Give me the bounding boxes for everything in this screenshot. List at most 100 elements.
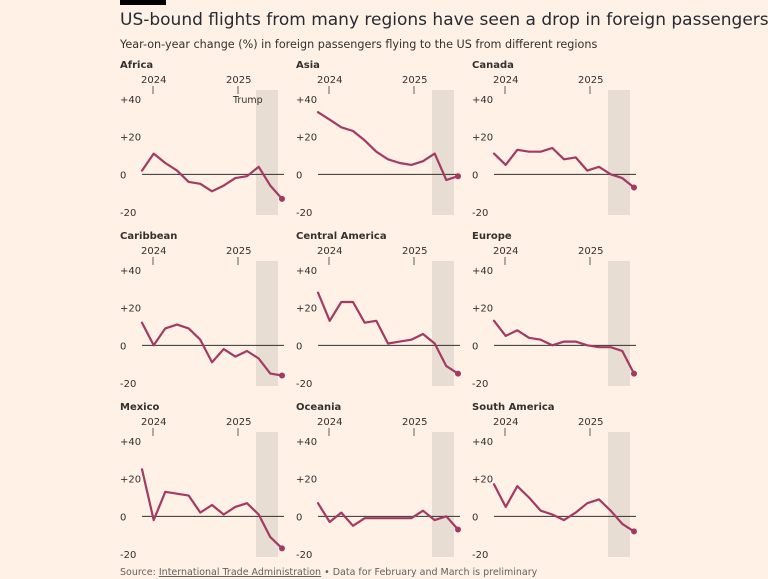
y-tick-label: 0 <box>120 512 126 523</box>
panel-oceania: Oceania 2024 2025 +40 +20 0 -20 <box>296 402 461 560</box>
y-tick-label: +20 <box>296 133 317 144</box>
y-tick-label: +20 <box>296 304 317 315</box>
last-data-point <box>631 370 637 377</box>
panel-south-america: South America 2024 2025 +40 +20 0 -20 <box>472 402 637 560</box>
x-tick-label: 2025 <box>402 246 427 257</box>
shaded-period <box>256 261 278 386</box>
x-tick-label: 2025 <box>226 417 251 428</box>
series-line <box>316 111 460 182</box>
x-tick-label: 2024 <box>141 417 166 428</box>
x-tick-label: 2025 <box>578 75 603 86</box>
y-tick-label: 0 <box>120 170 126 181</box>
preliminary-note: • Data for February and March is prelimi… <box>324 567 538 578</box>
y-tick-label: +40 <box>296 437 317 448</box>
chart-subtitle: Year-on-year change (%) in foreign passe… <box>120 38 598 51</box>
shaded-period <box>432 90 454 215</box>
x-tick-label: 2024 <box>141 75 166 86</box>
last-data-point <box>455 370 461 377</box>
y-tick-label: +40 <box>472 266 493 277</box>
last-data-point <box>455 173 461 180</box>
y-tick-label: +20 <box>120 475 141 486</box>
series-line <box>492 146 636 189</box>
source-link[interactable]: International Trade Administration <box>158 567 322 578</box>
y-tick-label: +40 <box>120 437 141 448</box>
last-data-point <box>455 526 461 533</box>
shaded-period <box>608 432 630 557</box>
shaded-period <box>608 261 630 386</box>
series-line <box>140 468 284 550</box>
panel-title: Oceania <box>296 402 341 413</box>
last-data-point <box>631 528 637 535</box>
x-tick-label: 2024 <box>493 246 518 257</box>
panel-title: Europe <box>472 231 512 242</box>
panel-europe: Europe 2024 2025 +40 +20 0 -20 <box>472 231 637 390</box>
panel-title: Central America <box>296 231 387 242</box>
y-tick-label: +40 <box>296 266 317 277</box>
shaded-period <box>256 432 278 557</box>
x-tick-label: 2024 <box>317 246 342 257</box>
last-data-point <box>279 372 285 379</box>
x-tick-label: 2025 <box>578 417 603 428</box>
y-tick-label: +20 <box>472 304 493 315</box>
shaded-period <box>608 90 630 215</box>
x-tick-label: 2024 <box>317 75 342 86</box>
y-tick-label: +20 <box>120 304 141 315</box>
series-line <box>140 152 284 200</box>
y-tick-label: +40 <box>472 437 493 448</box>
source-label: Source: <box>120 567 156 578</box>
y-tick-label: 0 <box>296 341 302 352</box>
shaded-period <box>256 90 278 215</box>
panel-title: Asia <box>296 60 320 71</box>
panel-canada: Canada 2024 2025 +40 +20 0 -20 <box>472 60 637 219</box>
y-tick-label: 0 <box>472 512 478 523</box>
y-tick-label: -20 <box>120 379 136 390</box>
panel-title: Canada <box>472 60 514 71</box>
y-tick-label: +20 <box>120 133 141 144</box>
y-tick-label: +40 <box>472 95 493 106</box>
last-data-point <box>279 195 285 202</box>
y-tick-label: 0 <box>296 512 302 523</box>
series-line <box>492 319 636 375</box>
y-tick-label: +40 <box>120 95 141 106</box>
panel-mexico: Mexico 2024 2025 +40 +20 0 -20 <box>120 402 285 560</box>
panel-africa: Africa 2024 2025 +40 +20 0 -20 Trump <box>120 60 285 219</box>
y-tick-label: +20 <box>296 475 317 486</box>
y-tick-label: -20 <box>472 379 488 390</box>
x-tick-label: 2024 <box>141 246 166 257</box>
last-data-point <box>631 184 637 191</box>
brand-bar <box>120 0 166 5</box>
y-tick-label: -20 <box>472 208 488 219</box>
small-multiples-chart: Africa 2024 2025 +40 +20 0 -20 Trump Asia 2024 202… <box>120 60 637 560</box>
panel-asia: Asia 2024 2025 +40 +20 0 -20 <box>296 60 461 219</box>
panel-title: Africa <box>120 60 153 71</box>
shaded-period <box>432 261 454 386</box>
panel-title: Caribbean <box>120 231 177 242</box>
y-tick-label: 0 <box>472 341 478 352</box>
y-tick-label: +40 <box>296 95 317 106</box>
y-tick-label: 0 <box>472 170 478 181</box>
y-tick-label: -20 <box>472 550 488 560</box>
y-tick-label: 0 <box>296 170 302 181</box>
x-tick-label: 2025 <box>578 246 603 257</box>
x-tick-label: 2024 <box>493 417 518 428</box>
y-tick-label: -20 <box>296 379 312 390</box>
panel-central-america: Central America 2024 2025 +40 +20 0 -20 <box>296 231 461 390</box>
y-tick-label: 0 <box>120 341 126 352</box>
x-tick-label: 2024 <box>317 417 342 428</box>
panel-title: South America <box>472 402 555 413</box>
trump-annotation: Trump <box>232 95 263 106</box>
x-tick-label: 2024 <box>493 75 518 86</box>
panel-caribbean: Caribbean 2024 2025 +40 +20 0 -20 <box>120 231 285 390</box>
x-tick-label: 2025 <box>402 75 427 86</box>
y-tick-label: -20 <box>296 550 312 560</box>
series-line <box>492 483 636 533</box>
series-line <box>316 502 460 531</box>
x-tick-label: 2025 <box>402 417 427 428</box>
y-tick-label: +40 <box>120 266 141 277</box>
panel-title: Mexico <box>120 402 160 413</box>
y-tick-label: -20 <box>120 550 136 560</box>
chart-title: US-bound flights from many regions have … <box>120 10 768 30</box>
x-tick-label: 2025 <box>226 246 251 257</box>
y-tick-label: +20 <box>472 475 493 486</box>
x-tick-label: 2025 <box>226 75 251 86</box>
